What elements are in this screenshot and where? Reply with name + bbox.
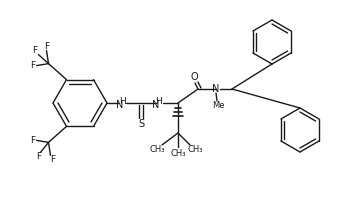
Text: S: S (138, 119, 144, 129)
Text: F: F (30, 61, 35, 70)
Text: N: N (212, 84, 220, 94)
Text: N: N (152, 101, 160, 110)
Text: Me: Me (212, 101, 224, 110)
Text: F: F (30, 136, 35, 145)
Text: F: F (44, 42, 49, 51)
Text: CH₃: CH₃ (149, 145, 165, 155)
Text: CH₃: CH₃ (170, 149, 186, 159)
Text: N: N (116, 101, 124, 110)
Text: F: F (32, 46, 37, 55)
Text: CH₃: CH₃ (187, 145, 203, 155)
Text: F: F (36, 152, 41, 161)
Text: O: O (190, 72, 198, 82)
Text: F: F (50, 155, 55, 164)
Text: H: H (156, 98, 162, 106)
Text: H: H (120, 98, 126, 106)
